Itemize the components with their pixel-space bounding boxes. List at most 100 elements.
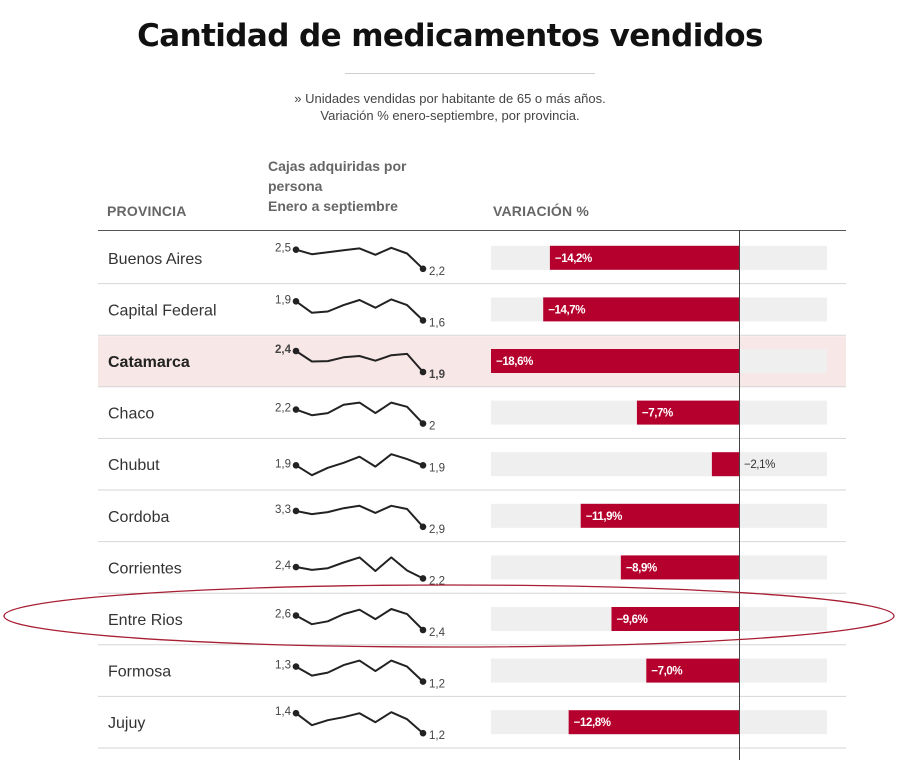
sparkline-end-dot	[419, 729, 427, 737]
sparkline-end-dot	[419, 462, 427, 469]
column-header-cajas-line-1: Cajas adquiridas por	[268, 158, 407, 174]
variation-bar	[491, 349, 740, 373]
table-row: Chubut 1,9 1,9 −2,1%	[98, 452, 846, 491]
province-name: Catamarca	[108, 354, 190, 371]
sparkline-start-dot	[292, 246, 300, 254]
sparkline-start-label: 2,4	[275, 560, 292, 572]
sparkline-start-label: 2,5	[275, 243, 291, 255]
variation-bar	[568, 710, 740, 735]
subtitle-line-2: Variación % enero-septiembre, por provin…	[320, 108, 580, 123]
sparkline	[295, 453, 424, 477]
sparkline-end-label: 2	[429, 421, 435, 433]
sparkline	[295, 711, 424, 734]
sparkline-start-dot	[292, 563, 300, 571]
table-row: Buenos Aires 2,5 2,2 −14,2%	[98, 243, 846, 285]
province-name: Corrientes	[108, 560, 182, 577]
column-header-cajas-line-2: persona	[268, 178, 323, 194]
title-divider	[345, 73, 595, 74]
sparkline-start-dot	[292, 347, 300, 355]
province-name: Chubut	[108, 457, 160, 474]
sparkline-end-label: 2,4	[429, 627, 446, 639]
province-name: Cordoba	[108, 509, 169, 526]
table-row: Jujuy 1,4 1,2 −12,8%	[98, 706, 846, 749]
sparkline-start-dot	[292, 663, 300, 670]
variation-label: −12,8%	[574, 717, 611, 729]
sparkline-end-label: 1,2	[429, 730, 445, 742]
variation-label: −7,0%	[651, 666, 682, 678]
column-header-provincia: PROVINCIA	[107, 203, 187, 219]
column-header-variacion: VARIACIÓN %	[493, 203, 590, 219]
province-name: Formosa	[108, 664, 171, 681]
variation-bar	[620, 555, 740, 580]
sparkline-start-dot	[292, 612, 300, 619]
sparkline-start-label: 3,3	[275, 504, 291, 516]
sparkline	[295, 298, 424, 322]
header-rule	[98, 230, 846, 231]
variation-label: −14,7%	[548, 304, 585, 316]
sparkline-start-dot	[292, 406, 300, 413]
sparkline-start-label: 1,3	[275, 660, 291, 672]
sparkline	[295, 246, 424, 270]
subtitle-line-1: » Unidades vendidas por habitante de 65 …	[294, 91, 606, 106]
sparkline-end-dot	[419, 420, 427, 427]
table-row: Capital Federal 1,9 1,6 −14,7%	[98, 294, 846, 336]
province-name: Chaco	[108, 406, 154, 423]
sparkline-start-dot	[292, 507, 300, 515]
sparkline-end-dot	[419, 368, 427, 376]
column-header-cajas: Cajas adquiridas por persona Enero a sep…	[268, 156, 468, 216]
sparkline-start-dot	[292, 462, 300, 469]
zero-axis-line	[739, 230, 740, 760]
sparkline	[295, 608, 424, 631]
sparkline-end-label: 1,6	[429, 317, 445, 329]
variation-bar	[646, 658, 740, 683]
sparkline	[295, 401, 424, 425]
variation-label: −8,9%	[626, 562, 657, 574]
sparkline-start-label: 2,2	[275, 403, 291, 415]
variation-label: −7,7%	[642, 408, 673, 420]
variation-label: −2,1%	[744, 459, 775, 471]
province-name: Entre Rios	[108, 612, 183, 629]
sparkline	[295, 350, 424, 373]
column-header-cajas-line-3: Enero a septiembre	[268, 198, 398, 214]
bar-track	[491, 452, 827, 477]
variation-bar	[543, 297, 740, 322]
table-row: Corrientes 2,42,2−8,9%	[98, 555, 846, 594]
sparkline-end-dot	[419, 317, 427, 324]
variation-bar	[711, 452, 740, 477]
sparkline	[295, 504, 424, 528]
province-name: Buenos Aires	[108, 251, 202, 268]
entre-rios-circle	[3, 584, 895, 648]
province-name: Capital Federal	[108, 302, 217, 319]
sparkline-end-label: 1,2	[429, 679, 445, 691]
table-row: Formosa 1,3 1,2 −7,0%	[98, 658, 846, 697]
sparkline-start-label: 2,6	[275, 609, 291, 621]
variation-bar	[580, 503, 740, 528]
sparkline	[295, 659, 424, 683]
sparkline-end-label: 2,2	[429, 266, 445, 278]
table-row: Catamarca 2,4 1,9 −18,6%	[98, 336, 846, 388]
sparkline-start-dot	[292, 709, 300, 717]
sparkline	[295, 556, 424, 580]
sparkline-end-dot	[419, 523, 427, 531]
province-name: Jujuy	[108, 715, 145, 732]
variation-label: −9,6%	[616, 614, 647, 626]
sparkline-start-dot	[292, 298, 300, 305]
sparkline-start-label: 1,9	[275, 458, 291, 470]
variation-label: −11,9%	[586, 511, 622, 523]
sparkline-end-label: 1,9	[429, 369, 445, 381]
sparkline-end-label: 2,9	[429, 524, 445, 536]
sparkline-start-label: 2,4	[275, 344, 292, 356]
variation-bar	[549, 245, 740, 270]
sparkline-start-label: 1,9	[275, 294, 291, 306]
variation-bar	[636, 400, 740, 425]
sparkline-end-dot	[419, 575, 427, 582]
variation-bar	[611, 607, 740, 631]
sparkline-end-dot	[419, 265, 427, 273]
table-row: Entre Rios 2,6 2,4 −9,6%	[98, 607, 846, 646]
variation-label: −14,2%	[555, 253, 592, 265]
sparkline-end-dot	[419, 678, 427, 685]
sparkline-end-dot	[419, 626, 427, 634]
sparkline-start-label: 1,4	[275, 706, 292, 718]
